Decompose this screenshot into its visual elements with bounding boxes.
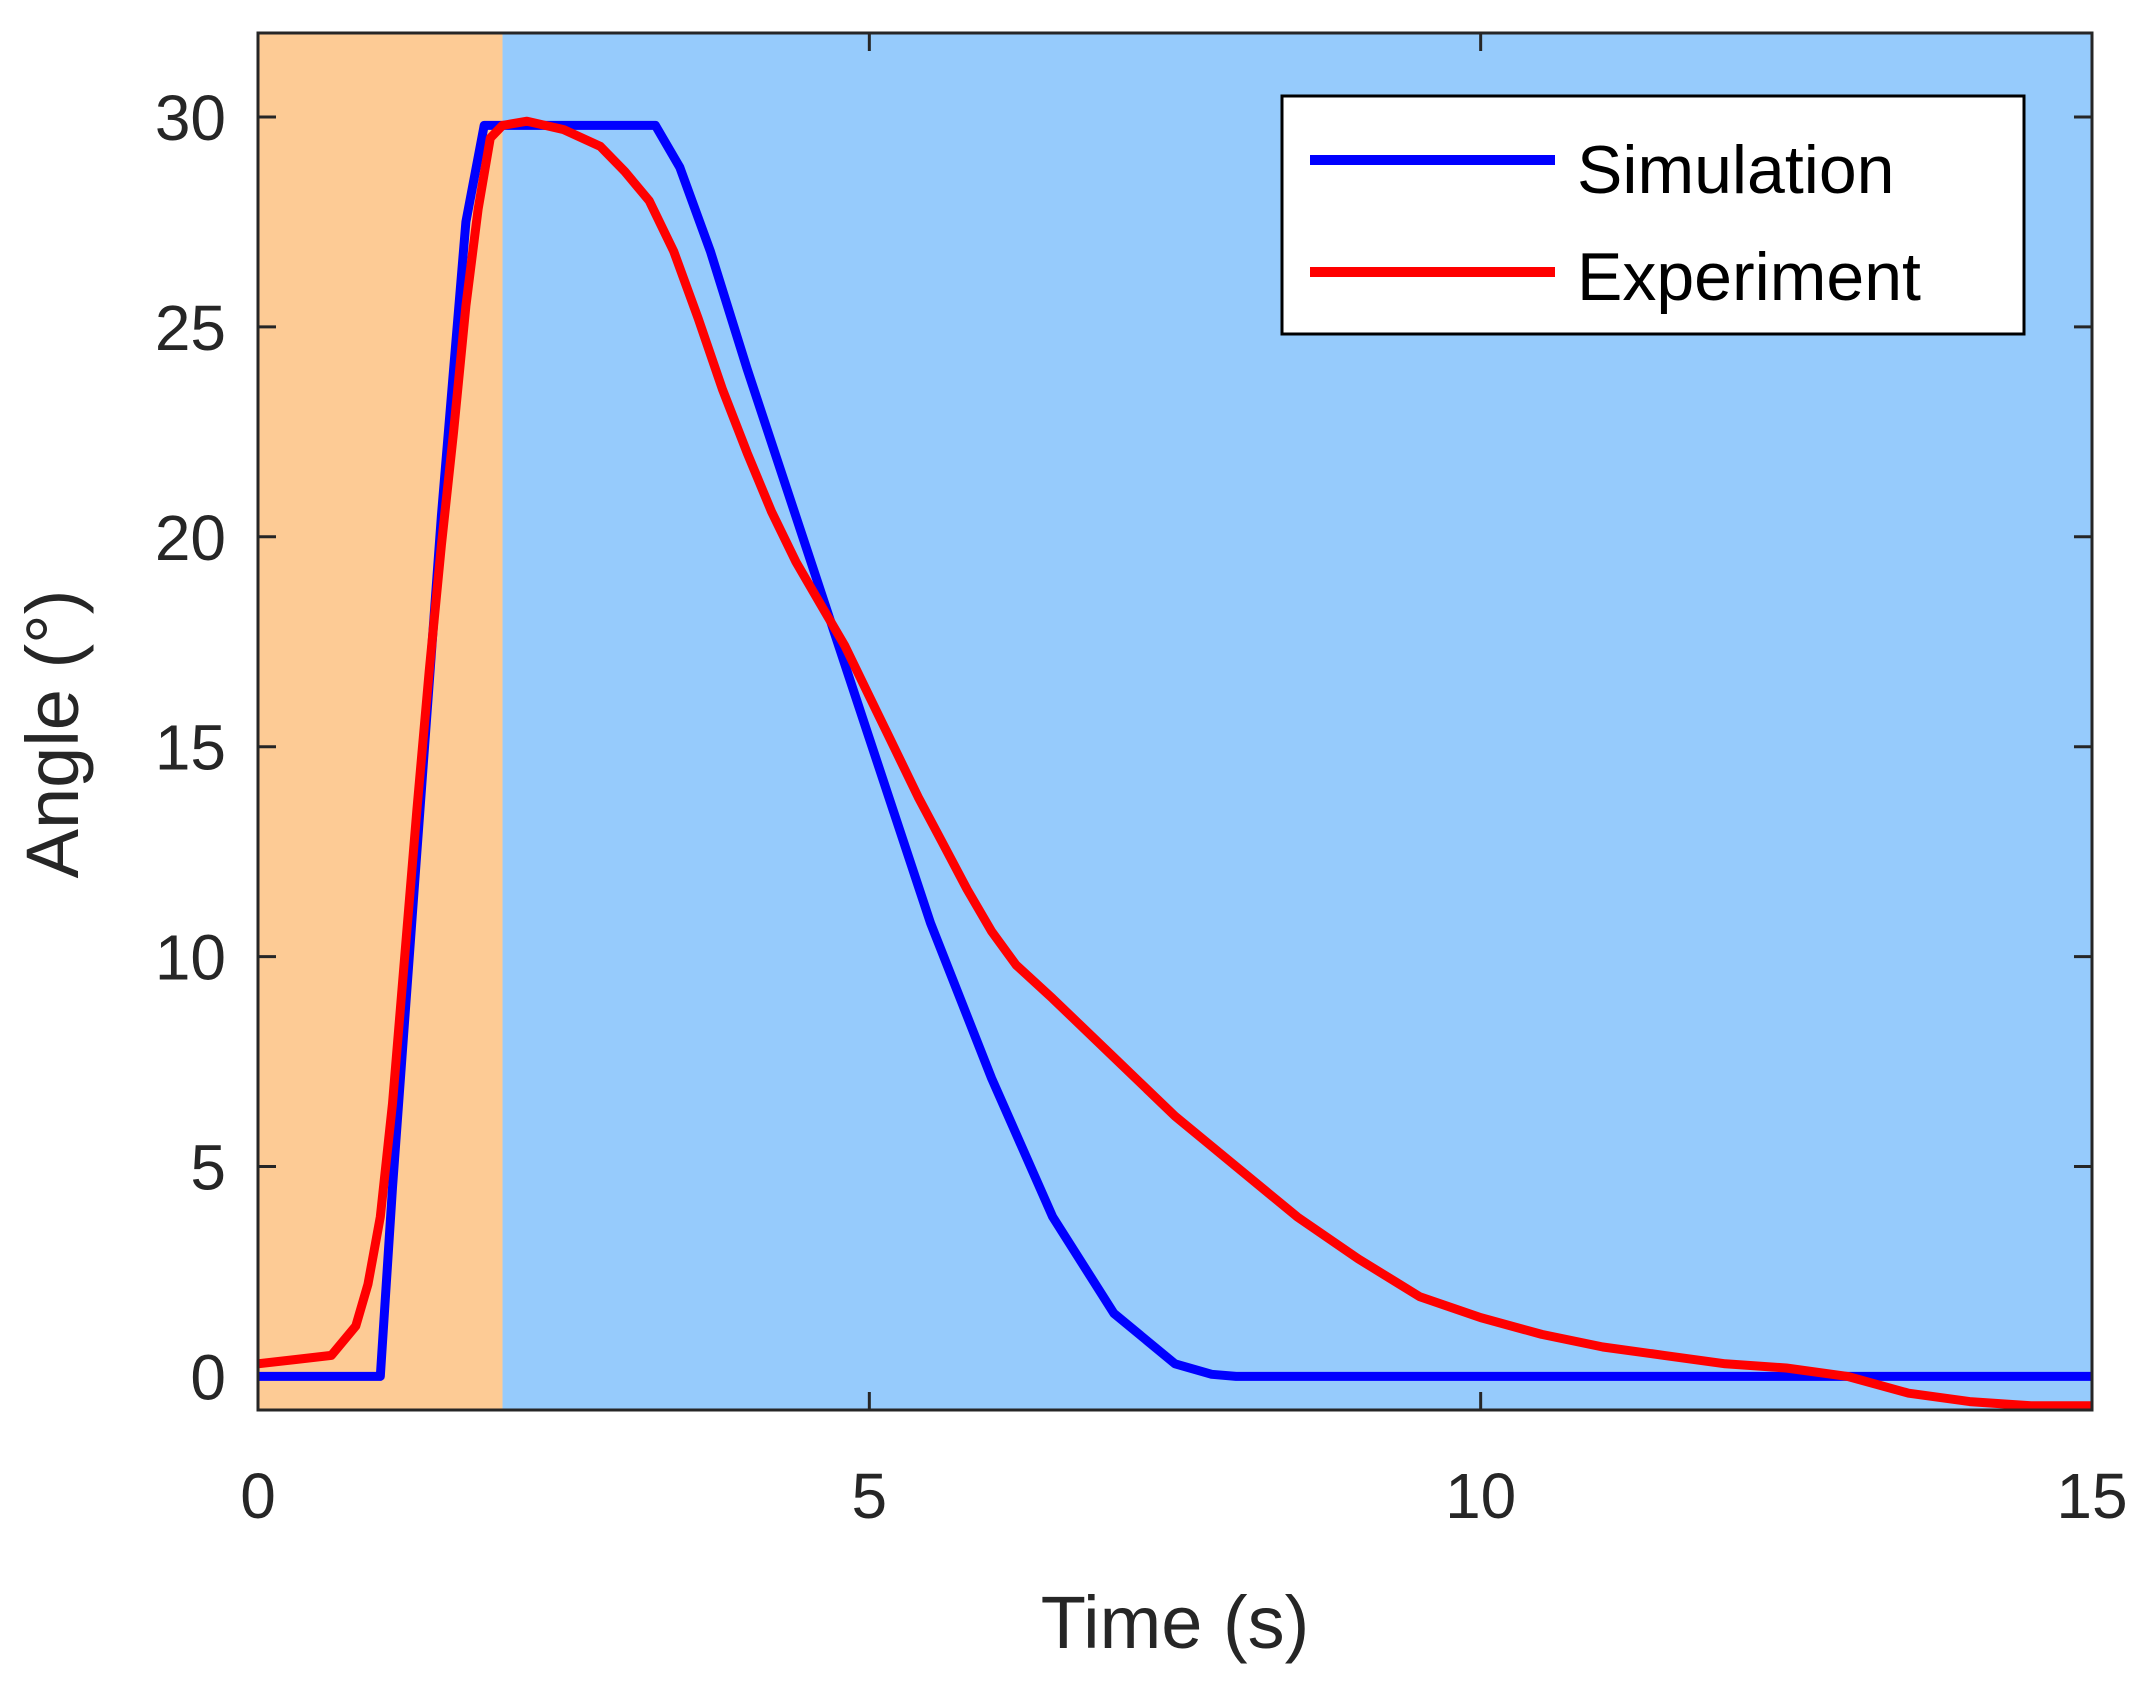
x-tick-label: 15 <box>2056 1460 2127 1532</box>
y-tick-label: 0 <box>190 1341 226 1413</box>
y-tick-label: 25 <box>155 292 226 364</box>
series-line-experiment <box>258 116 2092 1410</box>
x-tick-label: 5 <box>852 1460 888 1532</box>
y-axis-ticks: 0 5 10 15 20 25 30 <box>155 82 226 1413</box>
legend-simulation-label: Simulation <box>1577 132 1895 208</box>
y-tick-label: 20 <box>155 502 226 574</box>
y-tick-label: 30 <box>155 82 226 154</box>
x-axis-label: Time (s) <box>1041 1581 1310 1664</box>
plot-area-frame <box>256 31 2094 1412</box>
legend-box <box>1280 94 2026 336</box>
x-tick-label: 10 <box>1445 1460 1516 1532</box>
y-tick-label: 15 <box>155 712 226 784</box>
y-tick-label: 5 <box>190 1132 226 1204</box>
y-tick-label: 10 <box>155 922 226 994</box>
y-axis-label: Angle (°) <box>11 590 94 879</box>
x-axis-ticks: 0 5 10 15 <box>240 1460 2127 1532</box>
legend: Simulation Experiment <box>1280 94 2026 336</box>
legend-experiment-label: Experiment <box>1577 239 1921 315</box>
x-tick-label: 0 <box>240 1460 276 1532</box>
data-lines <box>258 116 2092 1410</box>
